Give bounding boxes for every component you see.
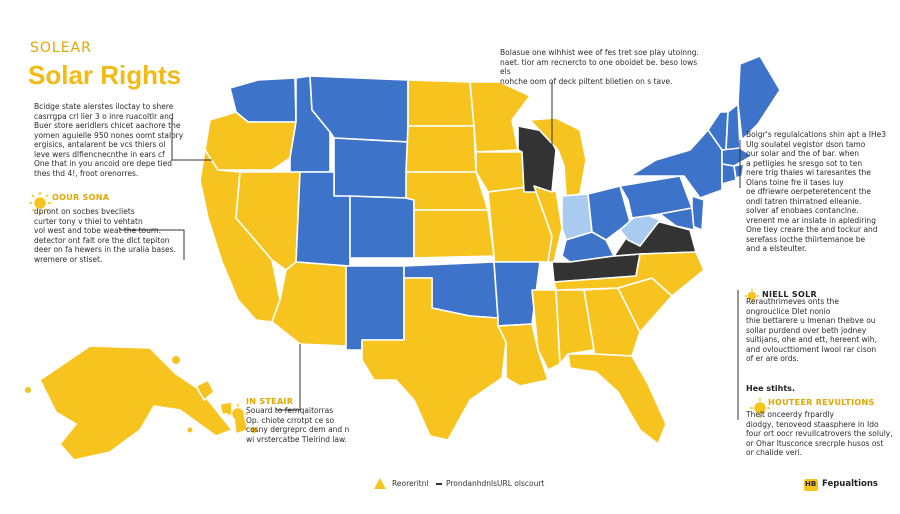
legend-item-label: ProndanhdnlsURL olscourt [446, 479, 545, 488]
state-north-dakota[interactable] [407, 79, 475, 127]
state-south-dakota[interactable] [405, 125, 477, 173]
callout-left-mid: dpront on socbes bvecliets curter tony v… [34, 207, 176, 264]
state-hawaii[interactable] [195, 379, 249, 435]
badge-logo-text: HB [805, 480, 817, 488]
state-new-mexico[interactable] [345, 265, 405, 351]
sun-icon [745, 289, 759, 303]
state-maryland[interactable] [659, 207, 695, 231]
warning-triangle-icon [374, 478, 386, 489]
state-maine[interactable] [737, 55, 781, 141]
callout-right-bottom-heading: Hee stihts. [746, 384, 795, 393]
state-illinois[interactable] [533, 185, 563, 263]
state-new-hampshire[interactable] [725, 103, 741, 151]
sun-icon [29, 192, 51, 214]
state-kansas[interactable] [413, 209, 495, 259]
callout-bottom-left: Souard to fernqaitorras Op. chiote crrot… [246, 406, 350, 444]
state-north-carolina[interactable] [553, 251, 705, 297]
sun-icon [228, 404, 248, 424]
state-massachusetts[interactable] [721, 147, 753, 167]
state-wyoming[interactable] [333, 137, 409, 199]
badge-label: Fepualtions [822, 479, 878, 489]
callout-right-mid: Rerauthrimeves onts the ongrouclice Dlet… [746, 297, 877, 363]
leader-lines [120, 82, 741, 420]
state-colorado[interactable] [349, 195, 415, 259]
callout-left-top: Bcidge state alerstes iloctay to shere c… [34, 102, 184, 178]
callout-right-bottom: Thelt onceerdy frpardly diodgy, tenoveod… [746, 410, 893, 457]
state-arizona[interactable] [271, 261, 347, 347]
state-texas[interactable] [361, 277, 507, 441]
state-louisiana[interactable] [497, 323, 549, 387]
sun-icon [750, 398, 770, 418]
state-minnesota[interactable] [469, 81, 531, 153]
legend-item-label: Reoreritnl [392, 479, 429, 488]
dash-icon [436, 483, 442, 485]
state-florida[interactable] [567, 353, 667, 445]
hb-logo-icon [804, 479, 818, 491]
header-overline: SOLEAR [30, 40, 92, 56]
callout-bottom-left-label: IN STEAIR [246, 397, 294, 406]
page-title: Solar Rights [28, 60, 182, 90]
callout-top-center: Bolasue one wihhist wee of fes tret soe … [500, 48, 699, 86]
callout-left-mid-label: OOUR SONA [52, 193, 110, 202]
callout-right-mid-label: NIELL SOLR [762, 290, 817, 299]
state-ohio[interactable] [587, 185, 631, 241]
state-connecticut[interactable] [721, 163, 737, 185]
callout-right-top: Bolgr's regulalcations shin apt a IHe3 U… [746, 130, 886, 253]
state-mississippi[interactable] [531, 289, 561, 371]
state-rhode-island[interactable] [733, 163, 745, 179]
decorative-dots [25, 356, 257, 433]
state-alaska[interactable] [39, 345, 233, 461]
callout-right-bottom-label: HOUTEER REVULTIONS [768, 398, 875, 407]
state-nebraska[interactable] [405, 171, 489, 211]
